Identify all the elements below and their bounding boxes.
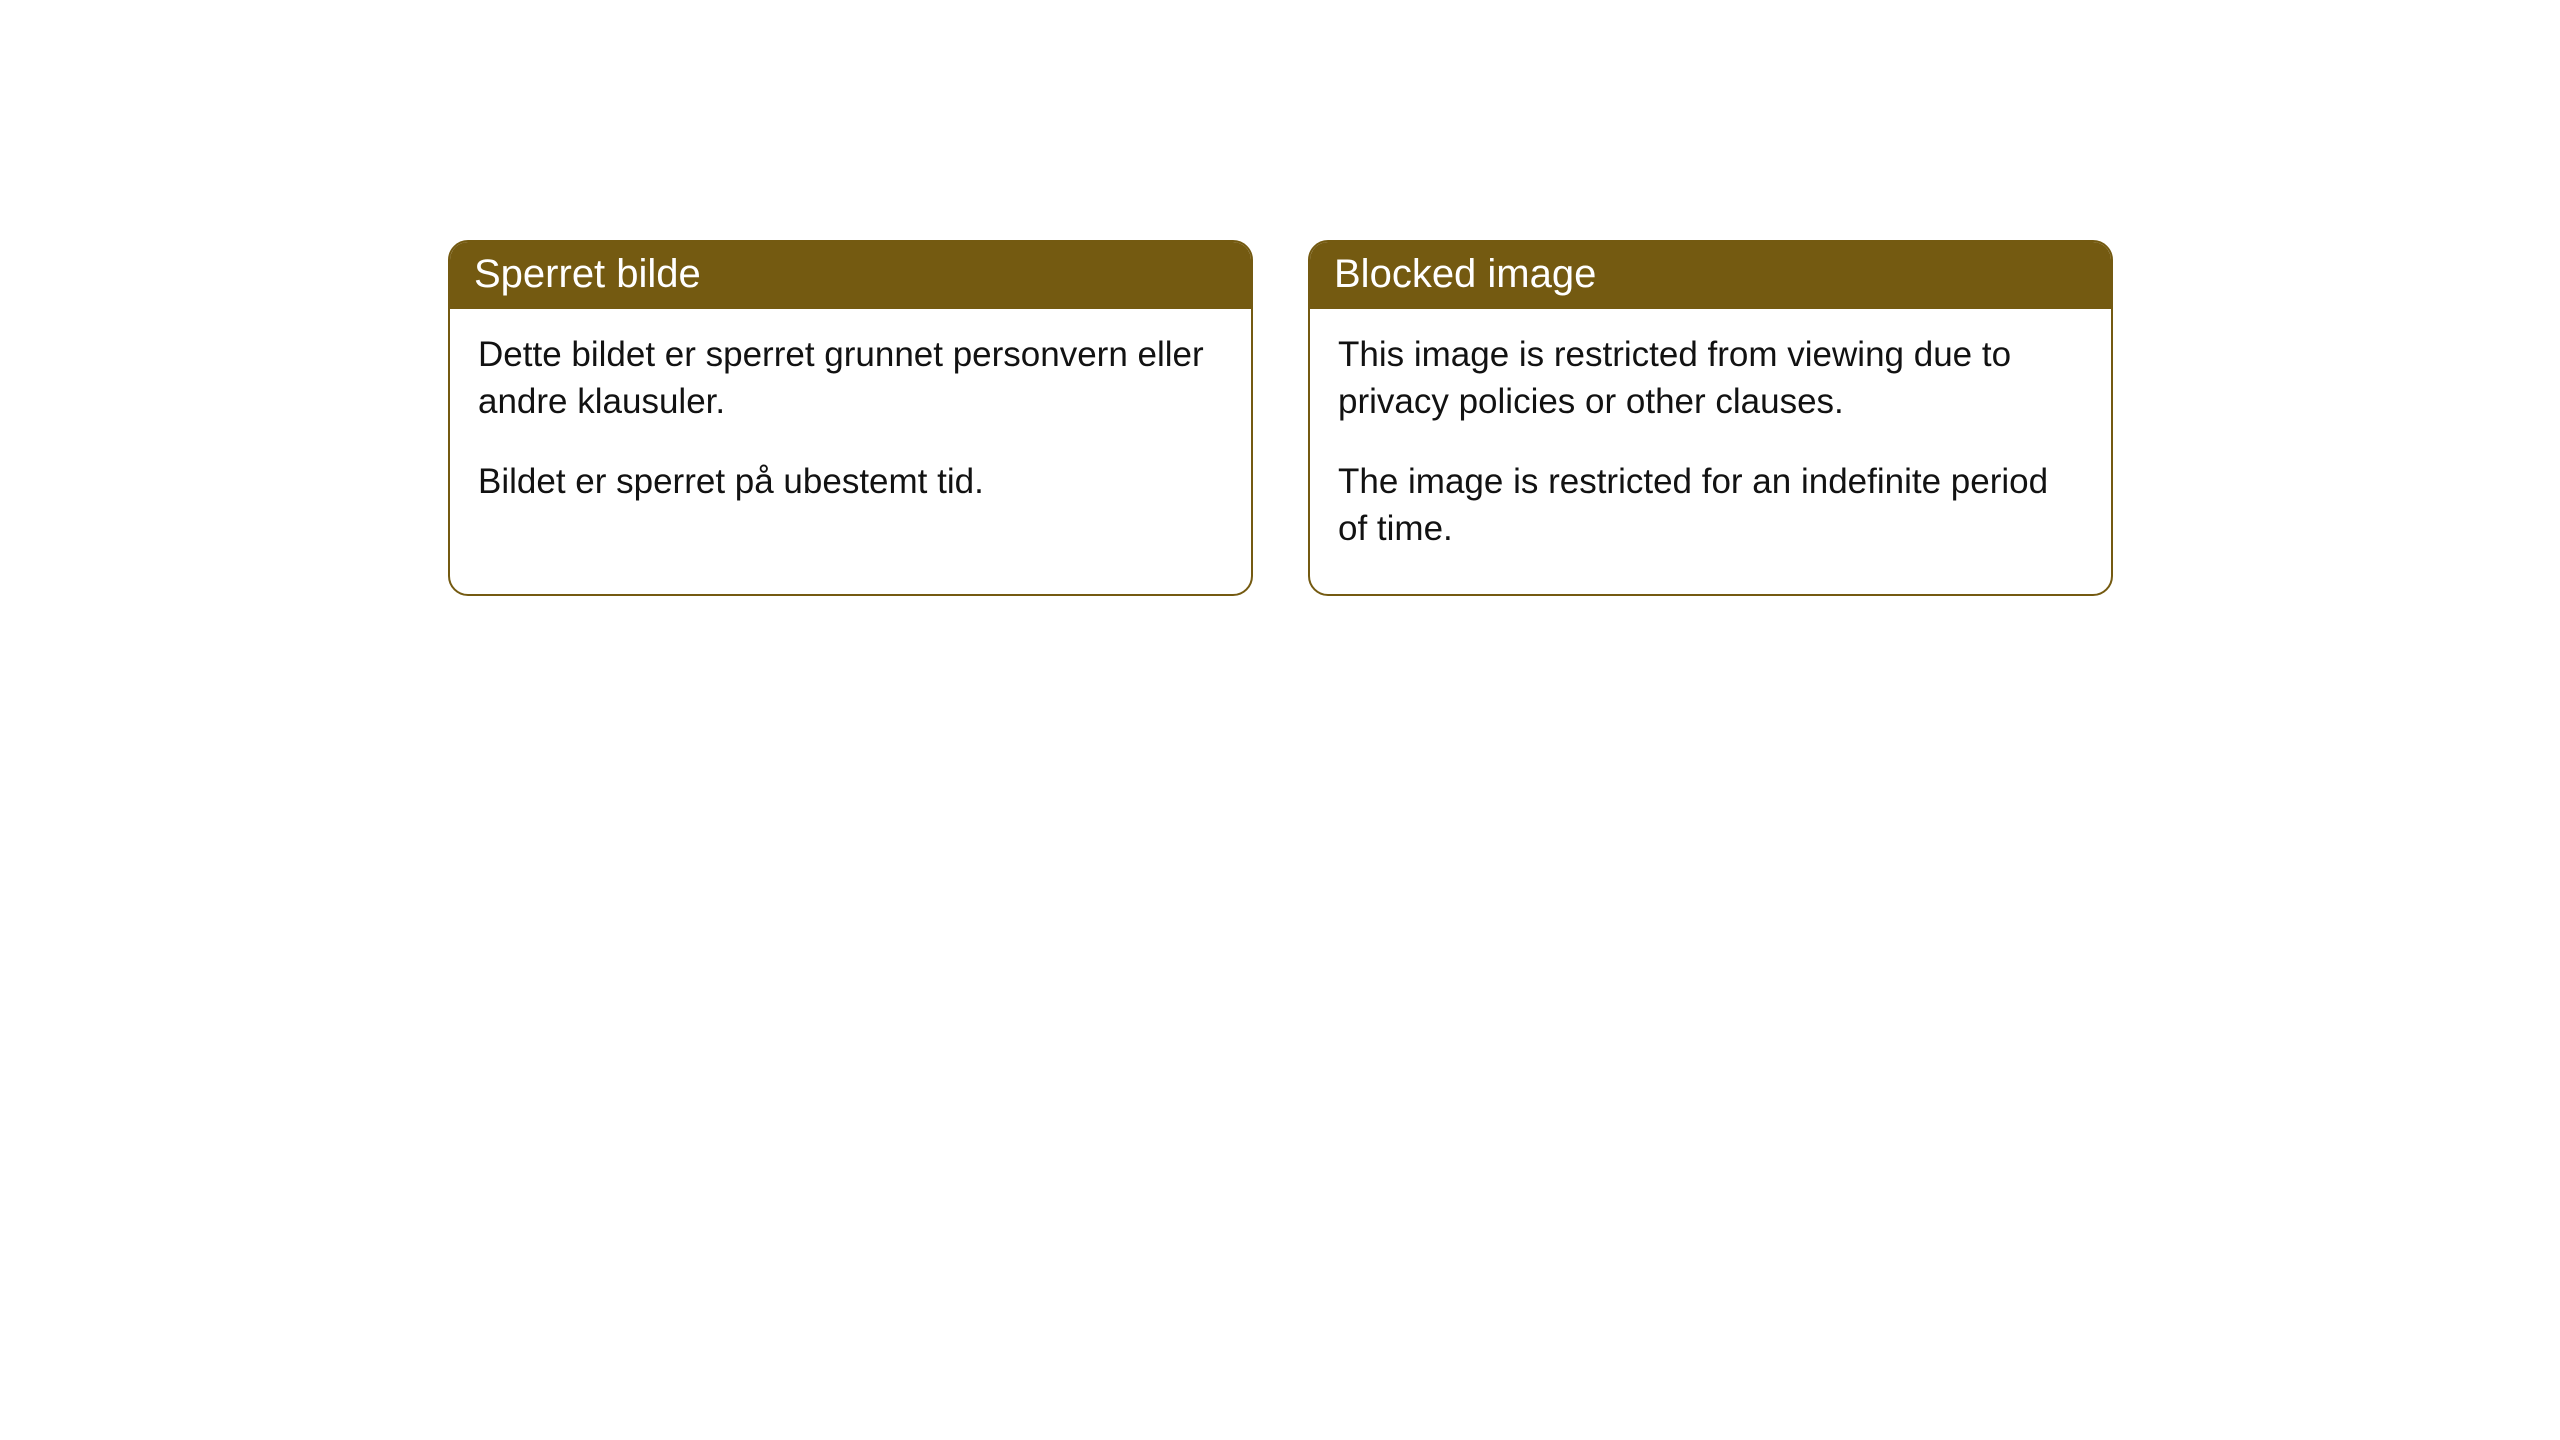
card-paragraph-1: This image is restricted from viewing du… [1338, 331, 2083, 426]
card-body-norwegian: Dette bildet er sperret grunnet personve… [450, 309, 1251, 547]
card-norwegian: Sperret bilde Dette bildet er sperret gr… [448, 240, 1253, 596]
card-header-norwegian: Sperret bilde [450, 242, 1251, 309]
card-paragraph-2: The image is restricted for an indefinit… [1338, 458, 2083, 553]
card-header-english: Blocked image [1310, 242, 2111, 309]
card-paragraph-1: Dette bildet er sperret grunnet personve… [478, 331, 1223, 426]
card-english: Blocked image This image is restricted f… [1308, 240, 2113, 596]
cards-container: Sperret bilde Dette bildet er sperret gr… [448, 240, 2113, 596]
card-paragraph-2: Bildet er sperret på ubestemt tid. [478, 458, 1223, 505]
card-body-english: This image is restricted from viewing du… [1310, 309, 2111, 594]
